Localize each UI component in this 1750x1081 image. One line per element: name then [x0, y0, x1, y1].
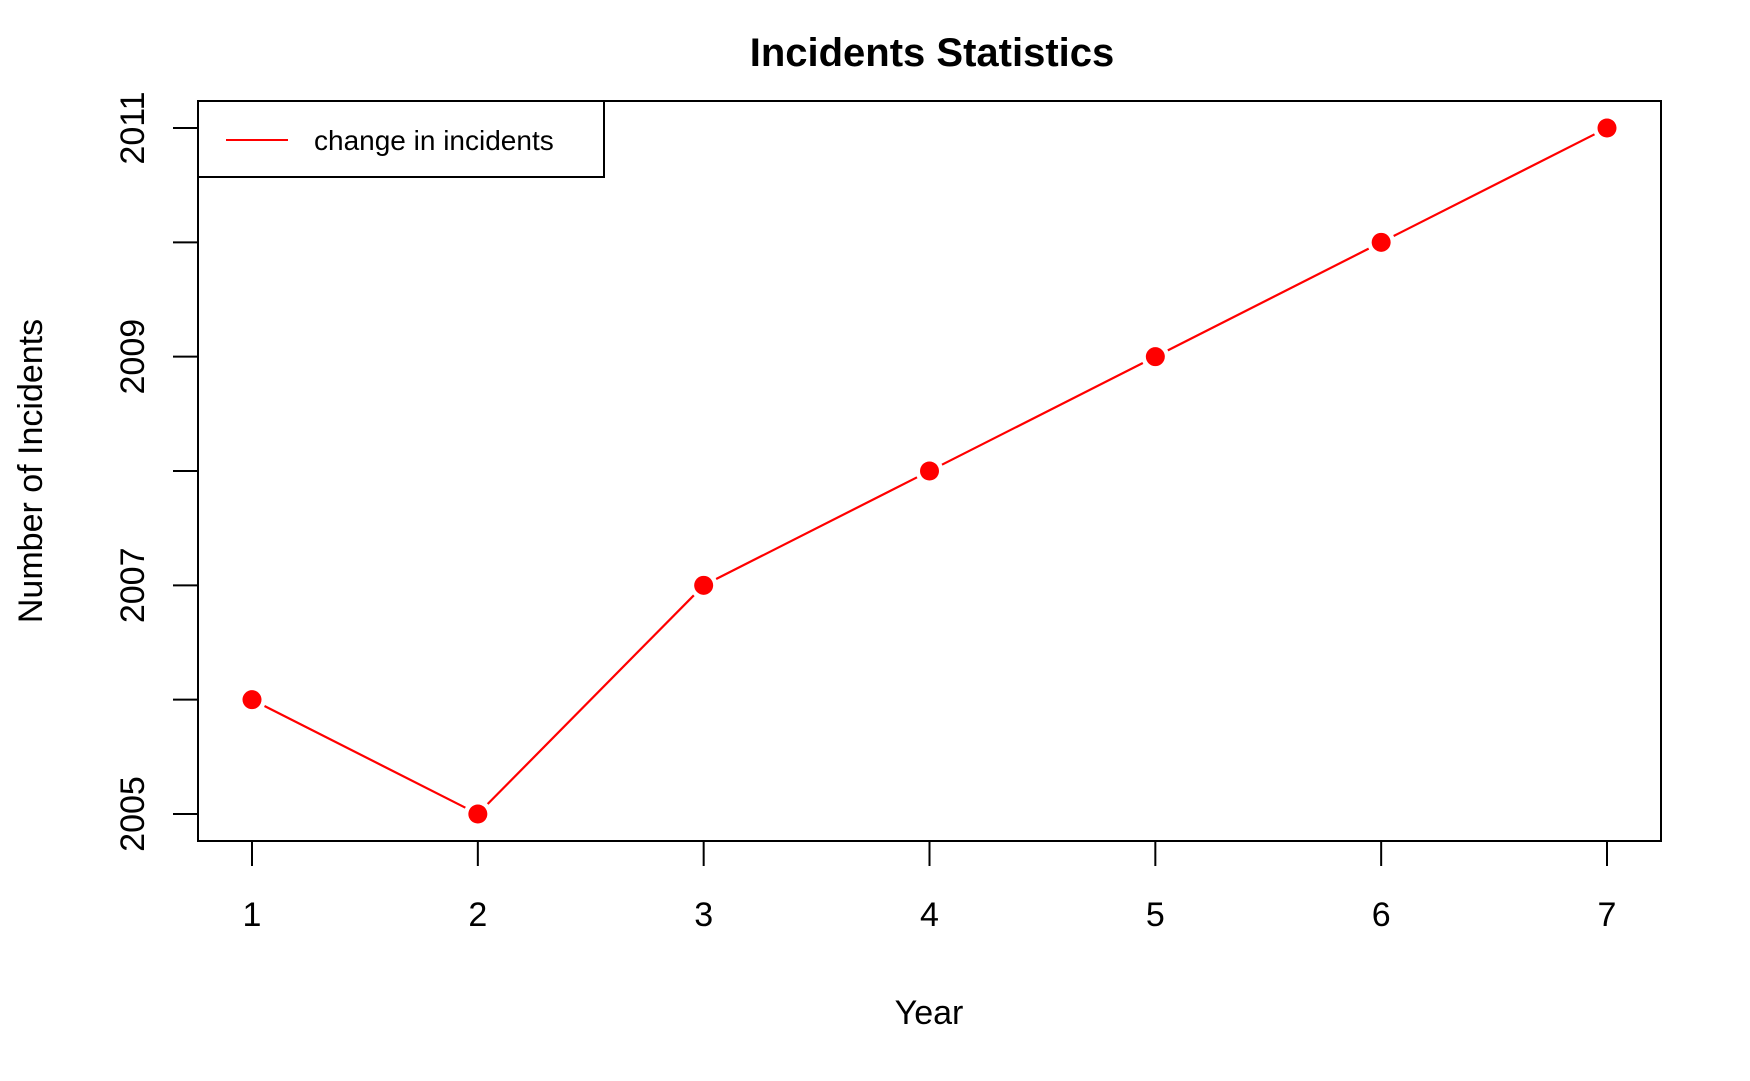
x-axis-label: Year	[895, 994, 964, 1032]
series-line-segment	[715, 476, 918, 580]
series-layer	[242, 118, 1617, 824]
data-point	[468, 804, 488, 824]
chart-title: Incidents Statistics	[750, 31, 1115, 75]
x-tick-label: 6	[1372, 896, 1391, 934]
y-tick-label: 2009	[114, 319, 152, 395]
x-tick-label: 3	[694, 896, 713, 934]
y-tick-label: 2005	[114, 776, 152, 852]
y-axis-label: Number of Incidents	[12, 319, 50, 623]
x-tick-label: 4	[920, 896, 939, 934]
series-line-segment	[263, 705, 466, 809]
data-point	[920, 461, 939, 481]
y-tick-label: 2007	[114, 548, 152, 624]
y-tick-label: 2011	[114, 91, 152, 164]
series-line-segment	[1393, 133, 1596, 237]
x-tick-label: 7	[1598, 896, 1617, 934]
data-point	[1597, 118, 1617, 138]
data-point	[1145, 347, 1165, 367]
series-line-segment	[941, 362, 1144, 466]
data-point	[694, 575, 714, 595]
x-axis: 1 2 3 4 5 6 7	[243, 840, 1617, 934]
series-line-segment	[1167, 247, 1370, 352]
x-tick-label: 1	[243, 896, 262, 934]
y-axis: 2005 2007 2009 2011	[114, 91, 199, 852]
x-tick-label: 2	[468, 896, 487, 934]
legend-label: change in incidents	[314, 125, 554, 156]
data-point	[1371, 232, 1391, 252]
x-tick-label: 5	[1146, 896, 1165, 934]
series-line-segment	[486, 594, 695, 805]
data-point	[242, 690, 262, 710]
legend: change in incidents	[197, 100, 605, 178]
